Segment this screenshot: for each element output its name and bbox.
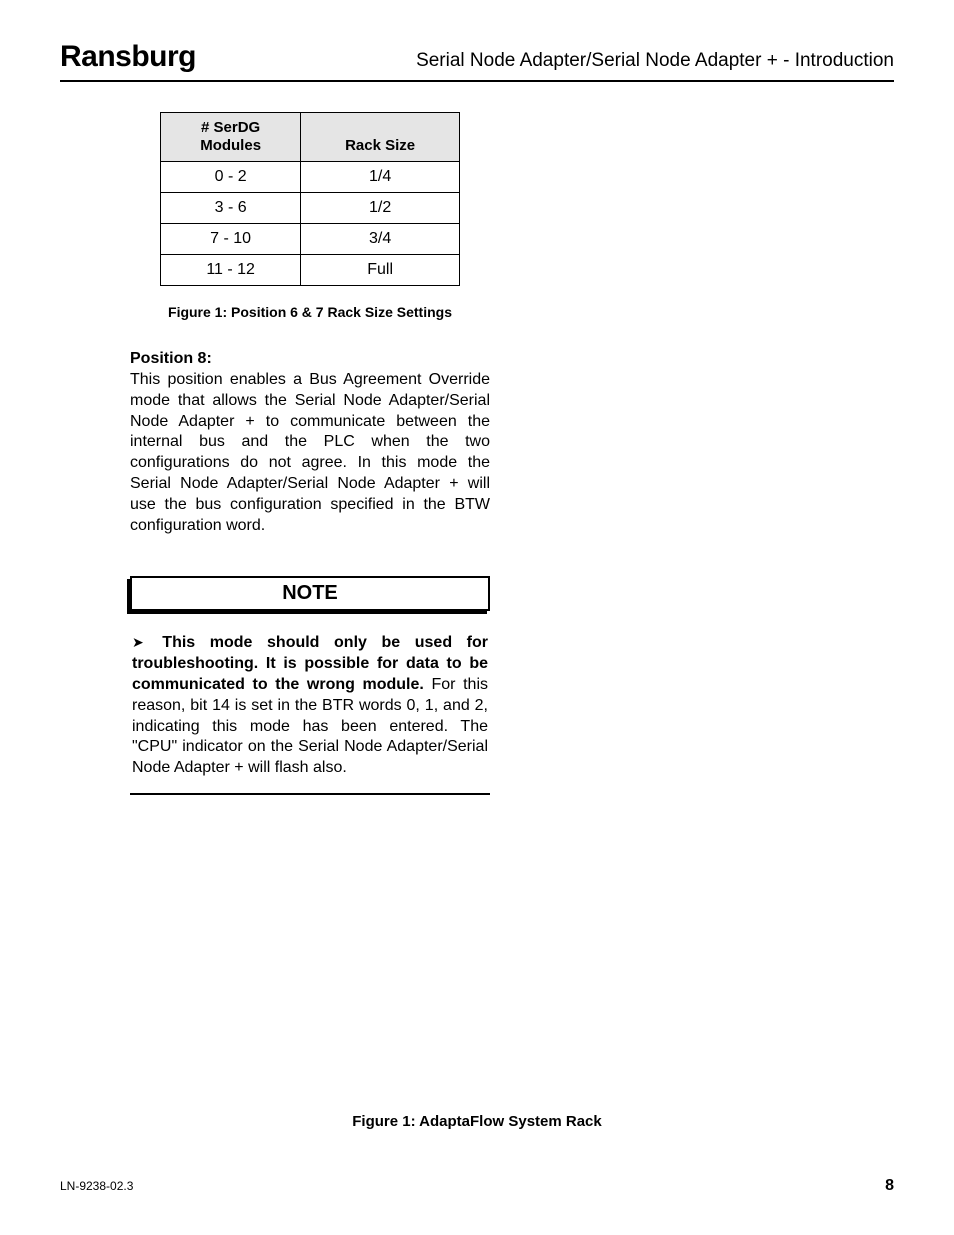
col2-header: Rack Size bbox=[301, 113, 460, 162]
col1-header-line1: # SerDG bbox=[201, 119, 260, 136]
doc-id: LN-9238-02.3 bbox=[60, 1179, 133, 1193]
table-row: 3 - 6 1/2 bbox=[161, 193, 460, 224]
content-column: # SerDG Modules Rack Size 0 - 2 1/4 3 - … bbox=[130, 112, 490, 795]
cell: 1/4 bbox=[301, 162, 460, 193]
note-box: NOTE bbox=[130, 576, 490, 611]
note-body: ➤ This mode should only be used for trou… bbox=[130, 633, 490, 795]
position8-body: This position enables a Bus Agreement Ov… bbox=[130, 370, 490, 536]
arrow-icon: ➤ bbox=[132, 634, 144, 650]
rack-size-table: # SerDG Modules Rack Size 0 - 2 1/4 3 - … bbox=[160, 112, 460, 286]
brand-logo: Ransburg bbox=[60, 40, 196, 74]
table-header-row: # SerDG Modules Rack Size bbox=[161, 113, 460, 162]
cell: 3/4 bbox=[301, 224, 460, 255]
table-row: 0 - 2 1/4 bbox=[161, 162, 460, 193]
cell: 1/2 bbox=[301, 193, 460, 224]
table-row: 7 - 10 3/4 bbox=[161, 224, 460, 255]
figure1-caption: Figure 1: Position 6 & 7 Rack Size Setti… bbox=[130, 304, 490, 320]
page-header: Ransburg Serial Node Adapter/Serial Node… bbox=[60, 40, 894, 82]
cell: Full bbox=[301, 255, 460, 286]
col1-header: # SerDG Modules bbox=[161, 113, 301, 162]
header-title: Serial Node Adapter/Serial Node Adapter … bbox=[416, 50, 894, 72]
cell: 0 - 2 bbox=[161, 162, 301, 193]
figure2-caption: Figure 1: AdaptaFlow System Rack bbox=[0, 1113, 954, 1130]
col1-header-line2: Modules bbox=[200, 137, 261, 154]
position8-heading: Position 8: bbox=[130, 350, 490, 368]
table-row: 11 - 12 Full bbox=[161, 255, 460, 286]
cell: 7 - 10 bbox=[161, 224, 301, 255]
page-footer: LN-9238-02.3 8 bbox=[60, 1177, 894, 1195]
page-number: 8 bbox=[885, 1177, 894, 1195]
cell: 3 - 6 bbox=[161, 193, 301, 224]
page: Ransburg Serial Node Adapter/Serial Node… bbox=[0, 0, 954, 1235]
cell: 11 - 12 bbox=[161, 255, 301, 286]
